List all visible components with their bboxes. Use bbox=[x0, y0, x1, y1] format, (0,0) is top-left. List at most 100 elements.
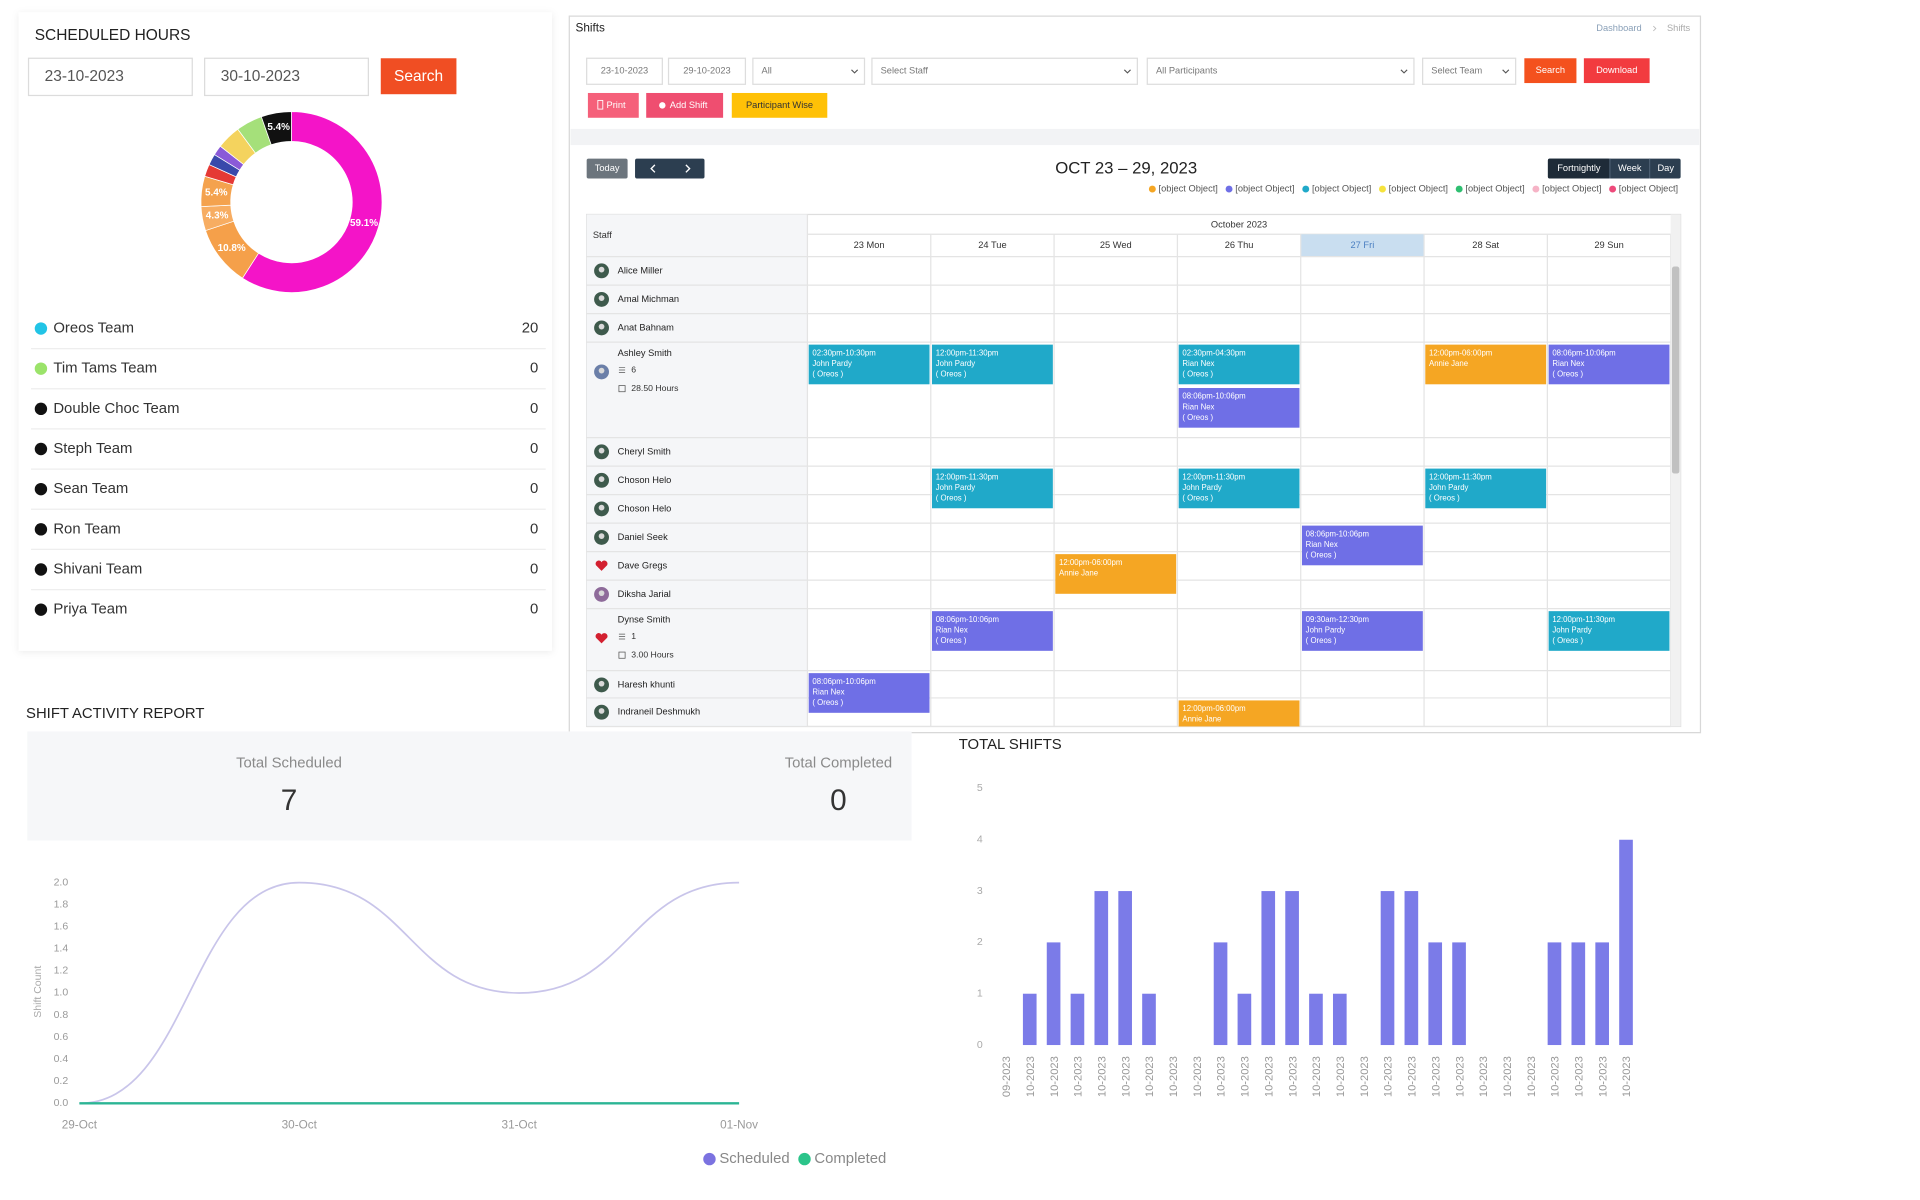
button[interactable] bbox=[1524, 58, 1577, 84]
x-tick-label: 31-Oct bbox=[502, 1119, 538, 1132]
legend-dot bbox=[34, 362, 48, 375]
legend-dot bbox=[34, 442, 48, 456]
shift-block[interactable] bbox=[1178, 468, 1300, 509]
view-label[interactable]: Day bbox=[1657, 163, 1674, 173]
team-hours: 0 bbox=[530, 521, 538, 537]
shift-block[interactable] bbox=[1548, 344, 1670, 385]
participant-button[interactable] bbox=[731, 92, 828, 118]
shift-block[interactable] bbox=[808, 344, 930, 385]
stat-label: Total Scheduled bbox=[236, 756, 342, 772]
x-tick-label: 10-2023 bbox=[1049, 1056, 1061, 1097]
stat-value: 0 bbox=[830, 784, 847, 817]
add-icon bbox=[659, 102, 666, 109]
day-header: 23 Mon bbox=[854, 240, 885, 250]
nav-buttons[interactable] bbox=[635, 158, 705, 179]
x-tick-label: 01-Nov bbox=[720, 1119, 758, 1132]
shift-person: Rian Nex bbox=[1182, 359, 1214, 368]
today-button[interactable] bbox=[586, 158, 628, 179]
shift-block[interactable] bbox=[932, 611, 1053, 651]
shift-team: ( Oreos ) bbox=[812, 369, 843, 378]
scroll-thumb[interactable] bbox=[1671, 266, 1680, 474]
shift-person: John Pardy bbox=[936, 359, 976, 368]
print-button[interactable] bbox=[587, 92, 639, 118]
legend-label: [object Object] bbox=[1312, 184, 1371, 194]
x-tick-label: 30-Oct bbox=[282, 1119, 318, 1132]
shift-block[interactable] bbox=[1301, 611, 1423, 651]
shift-block[interactable] bbox=[1548, 611, 1670, 651]
legend-label: [object Object] bbox=[1542, 184, 1601, 194]
month-header: October 2023 bbox=[1211, 219, 1267, 229]
shift-block[interactable] bbox=[1301, 525, 1423, 566]
x-tick-label: 10-2023 bbox=[1120, 1056, 1132, 1097]
dropdown-arrow bbox=[1502, 69, 1510, 74]
shift-block[interactable] bbox=[932, 344, 1053, 385]
filter-value: Select Staff bbox=[881, 66, 929, 76]
shift-block[interactable] bbox=[1178, 700, 1300, 727]
shift-time: 08:06pm-10:06pm bbox=[1182, 392, 1245, 401]
filter-input[interactable] bbox=[871, 57, 1138, 85]
search-button[interactable] bbox=[380, 58, 457, 95]
x-tick-label: 10-2023 bbox=[1383, 1056, 1395, 1097]
slice-label: 4.3% bbox=[206, 211, 229, 222]
staff-name: Ashley Smith bbox=[618, 348, 672, 358]
series-line bbox=[79, 881, 740, 1105]
shift-block[interactable] bbox=[932, 468, 1053, 509]
date-input[interactable] bbox=[204, 57, 369, 97]
team-hours: 20 bbox=[522, 320, 539, 336]
shift-person: Annie Jane bbox=[1059, 568, 1098, 577]
shift-time: 08:06pm-10:06pm bbox=[1552, 348, 1615, 357]
button-label: Search bbox=[1536, 65, 1565, 75]
shift-person: Rian Nex bbox=[1306, 540, 1338, 549]
filter-value: 23-10-2023 bbox=[601, 66, 648, 76]
legend-dot bbox=[34, 563, 48, 576]
shift-block[interactable] bbox=[1425, 468, 1547, 509]
y-tick-label: 1 bbox=[977, 988, 983, 1000]
view-label[interactable]: Fortnightly bbox=[1557, 163, 1601, 173]
shift-person: John Pardy bbox=[936, 483, 976, 492]
shift-team: ( Oreos ) bbox=[1306, 550, 1337, 559]
x-tick-label: 10-2023 bbox=[1096, 1056, 1108, 1097]
filter-input[interactable] bbox=[586, 57, 663, 85]
date-input[interactable] bbox=[27, 57, 193, 97]
team-name: Shivani Team bbox=[53, 561, 142, 577]
breadcrumb[interactable]: Dashboard bbox=[1596, 23, 1641, 33]
add-shift-button[interactable] bbox=[646, 92, 724, 118]
filter-input[interactable] bbox=[667, 57, 747, 85]
team-name: Sean Team bbox=[53, 481, 128, 497]
team-name: Oreos Team bbox=[53, 320, 134, 336]
shift-team: ( Oreos ) bbox=[936, 369, 967, 378]
shift-block[interactable] bbox=[808, 673, 930, 713]
shift-time: 12:00pm-06:00pm bbox=[1429, 348, 1492, 357]
filter-input[interactable] bbox=[752, 57, 866, 85]
bar bbox=[1261, 891, 1276, 1046]
shift-block[interactable] bbox=[1425, 344, 1547, 385]
slice-label: 5.4% bbox=[205, 188, 228, 199]
avatar-face bbox=[598, 295, 605, 301]
x-tick-label: 10-2023 bbox=[1168, 1056, 1180, 1097]
shift-person: John Pardy bbox=[1552, 625, 1592, 634]
shift-block[interactable] bbox=[1055, 554, 1177, 594]
x-tick-label: 10-2023 bbox=[1287, 1056, 1299, 1097]
shift-team: ( Oreos ) bbox=[1429, 493, 1460, 502]
shift-person: John Pardy bbox=[1306, 625, 1346, 634]
shift-block[interactable] bbox=[1178, 388, 1300, 428]
day-header: 27 Fri bbox=[1351, 240, 1375, 250]
x-tick-label: 29-Oct bbox=[62, 1119, 98, 1132]
view-label[interactable]: Week bbox=[1618, 163, 1642, 173]
filter-input[interactable] bbox=[1146, 57, 1415, 85]
button[interactable] bbox=[1583, 58, 1650, 84]
y-tick-label: 1.2 bbox=[54, 965, 69, 977]
legend-dot bbox=[34, 322, 48, 335]
shift-time: 08:06pm-10:06pm bbox=[936, 615, 999, 624]
staff-name: Diksha Jarial bbox=[618, 589, 671, 599]
shift-time: 08:06pm-10:06pm bbox=[1306, 529, 1369, 538]
avatar-heart bbox=[595, 560, 608, 571]
breadcrumb: Shifts bbox=[1667, 23, 1691, 33]
day-header: 28 Sat bbox=[1472, 240, 1499, 250]
shift-block[interactable] bbox=[1178, 344, 1300, 385]
filter-input[interactable] bbox=[1422, 57, 1517, 85]
bar bbox=[1619, 839, 1633, 1046]
dropdown-arrow bbox=[851, 69, 859, 74]
legend-dot bbox=[703, 1152, 716, 1166]
shift-person: Rian Nex bbox=[1552, 359, 1584, 368]
